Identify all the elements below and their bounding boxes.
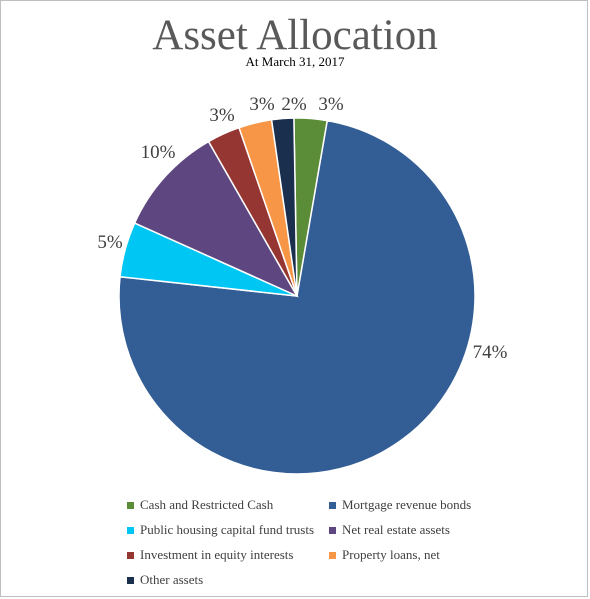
- pie-slice-3: [133, 140, 299, 298]
- legend-swatch: [329, 501, 336, 509]
- legend-swatch: [329, 551, 336, 559]
- pie-slices: [118, 117, 476, 475]
- chart-subtitle: At March 31, 2017: [245, 54, 345, 69]
- legend-label: Net real estate assets: [342, 522, 450, 537]
- legend-item: Other assets: [127, 572, 203, 588]
- legend-label: Property loans, net: [342, 547, 440, 562]
- pie-data-label: 3%: [318, 94, 344, 115]
- pie-data-label: 2%: [281, 94, 307, 115]
- pie-data-label: 3%: [209, 105, 235, 126]
- legend-label: Cash and Restricted Cash: [140, 497, 274, 512]
- pie-slice-1: [118, 119, 476, 475]
- legend-swatch: [127, 501, 134, 509]
- pie-data-label: 3%: [249, 94, 275, 115]
- pie-data-label: 74%: [473, 342, 508, 363]
- legend-label: Other assets: [140, 572, 204, 587]
- legend-item: Net real estate assets: [329, 522, 450, 538]
- legend-swatch: [127, 551, 134, 559]
- legend-label: Public housing capital fund trusts: [140, 522, 315, 537]
- pie-data-label: 10%: [141, 142, 176, 163]
- legend-item: Investment in equity interests: [127, 547, 293, 563]
- legend-label: Investment in equity interests: [140, 547, 294, 562]
- legend-swatch: [329, 526, 336, 534]
- legend-label: Mortgage revenue bonds: [342, 497, 472, 512]
- legend-item: Public housing capital fund trusts: [127, 522, 314, 538]
- legend-swatch: [127, 526, 134, 534]
- pie-slice-6: [270, 117, 298, 297]
- pie-data-label: 5%: [97, 232, 123, 253]
- legend-item: Property loans, net: [329, 547, 440, 563]
- legend-swatch: [127, 576, 134, 584]
- legend-item: Mortgage revenue bonds: [329, 497, 471, 513]
- legend-item: Cash and Restricted Cash: [127, 497, 273, 513]
- pie-labels: 3% 74% 5% 10% 3% 3% 2%: [97, 94, 507, 363]
- chart-title: Asset Allocation: [152, 12, 438, 59]
